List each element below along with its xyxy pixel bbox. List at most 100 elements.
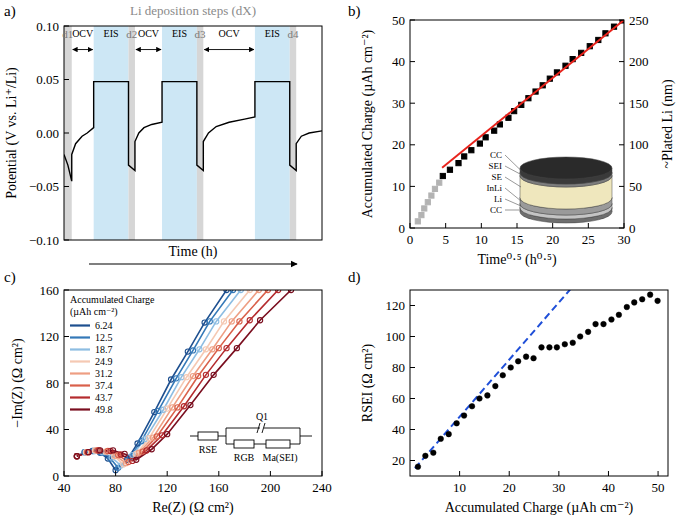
ocv-arrow [73, 49, 93, 50]
x-tick [608, 471, 609, 476]
impedance-point [74, 454, 79, 459]
inset-label: Li [494, 194, 502, 204]
x-axis-title: Time (h) [169, 244, 218, 260]
x-tick-label: 50 [652, 480, 665, 495]
eis-band [162, 26, 197, 240]
impedance-point [168, 377, 173, 382]
impedance-point [134, 457, 139, 462]
y-tick-label: 100 [386, 329, 406, 344]
x-tick-label: 15 [511, 232, 524, 247]
impedance-point [214, 319, 219, 324]
y-tick [64, 133, 69, 134]
plot-area [415, 20, 624, 224]
ocv-label: OCV [138, 28, 160, 39]
rsei-point [593, 321, 599, 327]
plot-area [64, 26, 322, 240]
y-tick-label: 80 [392, 360, 405, 375]
y-tick-label: 40 [392, 422, 405, 437]
x-tick [624, 223, 625, 228]
charge-point [429, 193, 434, 198]
deposition-band [64, 26, 72, 240]
circuit-wire [300, 436, 312, 437]
rsei-point [500, 372, 506, 378]
y-tick-label: 0 [399, 221, 406, 236]
rsei-point [423, 453, 429, 459]
inset-leader [505, 188, 521, 201]
inset-leader [505, 210, 521, 211]
x-tick-label: 10 [453, 480, 466, 495]
y-tick [410, 61, 415, 62]
inset-label: InLi [487, 183, 503, 193]
y-tick [410, 305, 415, 306]
y-tick-label: 40 [392, 54, 405, 69]
panel-title: Li deposition steps (dX) [130, 3, 256, 18]
circuit-element [198, 432, 218, 440]
y2-tick [619, 103, 624, 104]
y-tick-label: 0.05 [36, 72, 59, 87]
charge-point [492, 128, 497, 133]
rsei-point [577, 334, 583, 340]
x-axis-title: Re(Z) (Ω cm²) [152, 500, 234, 516]
x-tick [115, 471, 116, 476]
circuit-wire [257, 423, 260, 433]
impedance-point [237, 319, 242, 324]
y-tick-label: 0.10 [36, 19, 59, 34]
rsei-point [624, 304, 630, 310]
y2-tick [619, 61, 624, 62]
deposition-band [129, 26, 135, 240]
inset-label: CC [490, 150, 502, 160]
ocv-label: OCV [72, 28, 94, 39]
circuit-label: RSE [199, 444, 217, 455]
x-tick [517, 223, 518, 228]
plot-frame [64, 26, 322, 240]
rsei-point [508, 365, 514, 371]
y-tick [410, 367, 415, 368]
impedance-point [179, 375, 184, 380]
plot-area [415, 290, 660, 470]
impedance-point [224, 346, 229, 351]
x-axis-title: Time⁰·⁵ (h⁰·⁵) [477, 252, 557, 268]
impedance-point [197, 347, 202, 352]
impedance-point [190, 348, 195, 353]
x-tick-label: 20 [503, 480, 516, 495]
y-tick-label: −0.05 [29, 179, 59, 194]
impedance-point [190, 373, 195, 378]
y-tick-label: 20 [392, 137, 405, 152]
eis-label: EIS [172, 28, 187, 39]
rsei-point [655, 298, 661, 304]
impedance-point [74, 454, 79, 459]
x-tick-label: 20 [546, 232, 559, 247]
x-tick-label: 40 [58, 480, 71, 495]
x-tick [322, 471, 323, 476]
charge-point [462, 154, 467, 159]
impedance-point [203, 347, 208, 352]
inset-leader [505, 166, 521, 175]
x-tick [167, 471, 168, 476]
impedance-point [74, 454, 79, 459]
impedance-point [86, 450, 91, 455]
x-tick-label: 120 [157, 480, 177, 495]
deposition-label: d3 [195, 28, 207, 40]
panel-letter: c) [4, 269, 16, 286]
y-tick-label: 0.00 [36, 126, 59, 141]
y-tick-label: 60 [392, 391, 405, 406]
eis-label: EIS [265, 28, 280, 39]
panel-letter: d) [348, 269, 361, 286]
x-tick-label: 240 [312, 480, 332, 495]
legend-swatch [70, 360, 90, 362]
circuit-label: Q1 [256, 411, 268, 422]
circuit-wire [226, 428, 260, 429]
x-tick-label: 30 [552, 480, 565, 495]
x-tick-label: 80 [109, 480, 122, 495]
legend-label: 43.7 [95, 392, 113, 403]
charge-point [447, 167, 452, 172]
circuit-label: RGB [234, 452, 255, 463]
x-tick-label: 40 [602, 480, 615, 495]
y-tick [64, 186, 69, 187]
x-tick-label: 25 [582, 232, 595, 247]
y2-tick [619, 20, 624, 21]
impedance-point [165, 406, 170, 411]
legend-label: 49.8 [95, 404, 113, 415]
impedance-point [181, 404, 186, 409]
rsei-point [562, 341, 568, 347]
